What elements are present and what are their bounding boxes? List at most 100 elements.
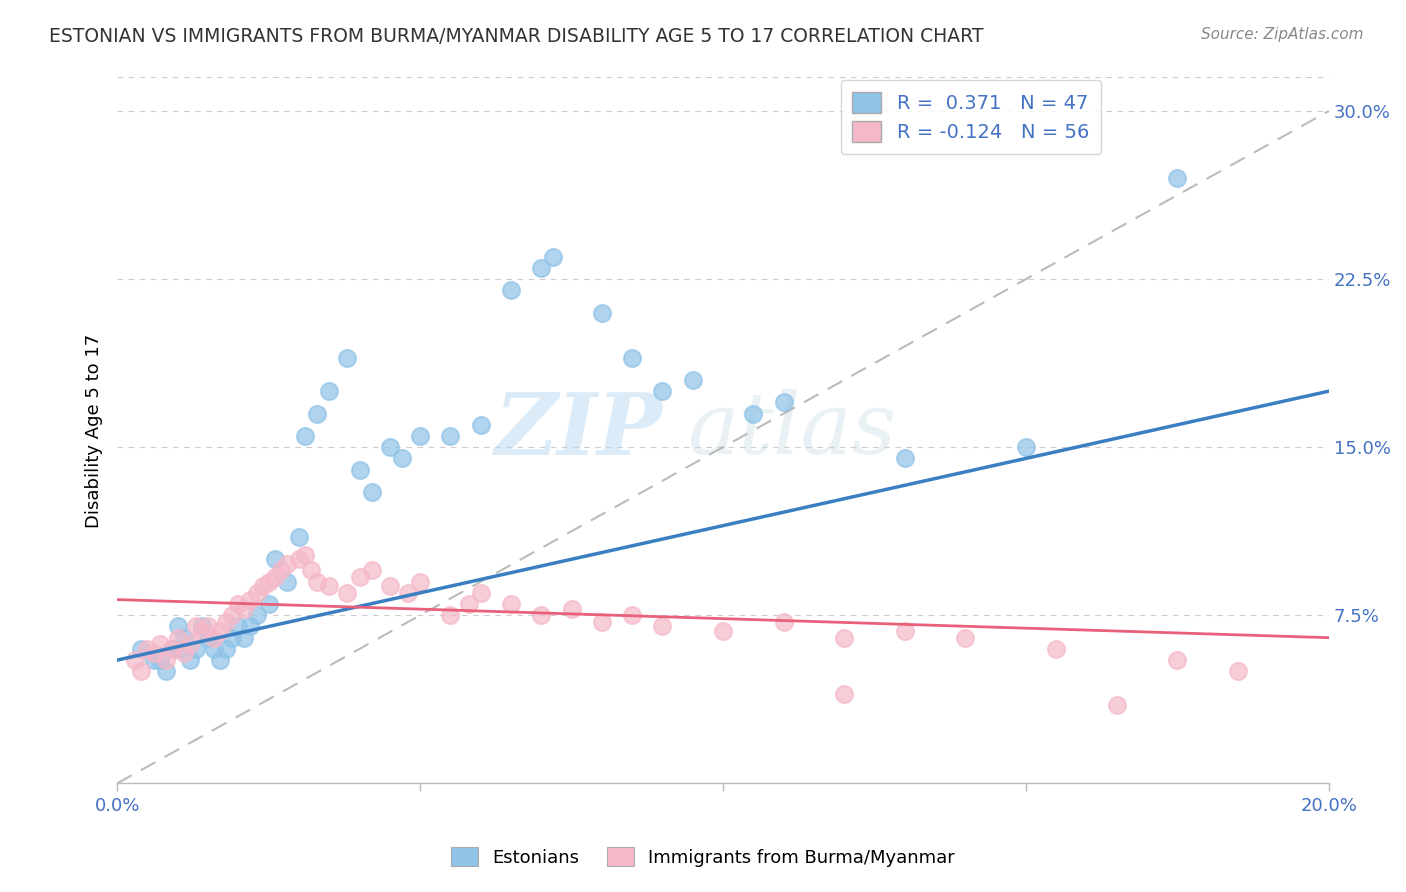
Point — [191, 619, 214, 633]
Point — [197, 631, 219, 645]
Point — [1226, 665, 1249, 679]
Point — [591, 615, 613, 629]
Point — [191, 624, 214, 638]
Point — [621, 608, 644, 623]
Legend: R =  0.371   N = 47, R = -0.124   N = 56: R = 0.371 N = 47, R = -0.124 N = 56 — [841, 80, 1101, 153]
Point — [360, 564, 382, 578]
Point — [470, 417, 492, 432]
Point — [409, 574, 432, 589]
Point — [184, 641, 207, 656]
Point — [318, 579, 340, 593]
Point — [166, 631, 188, 645]
Point — [179, 653, 201, 667]
Legend: Estonians, Immigrants from Burma/Myanmar: Estonians, Immigrants from Burma/Myanmar — [444, 840, 962, 874]
Text: ZIP: ZIP — [495, 389, 662, 472]
Point — [233, 631, 256, 645]
Point — [409, 429, 432, 443]
Point — [233, 601, 256, 615]
Point — [228, 597, 250, 611]
Point — [391, 451, 413, 466]
Point — [173, 646, 195, 660]
Text: atlas: atlas — [686, 389, 896, 472]
Point — [276, 574, 298, 589]
Point — [136, 641, 159, 656]
Point — [124, 653, 146, 667]
Point — [832, 687, 855, 701]
Point — [184, 619, 207, 633]
Point — [270, 564, 292, 578]
Point — [651, 619, 673, 633]
Point — [439, 608, 461, 623]
Point — [893, 624, 915, 638]
Point — [142, 646, 165, 660]
Point — [307, 407, 329, 421]
Point — [1166, 171, 1188, 186]
Point — [299, 564, 322, 578]
Point — [396, 586, 419, 600]
Point — [742, 407, 765, 421]
Point — [591, 306, 613, 320]
Point — [166, 641, 188, 656]
Point — [263, 552, 285, 566]
Point — [621, 351, 644, 365]
Point — [893, 451, 915, 466]
Point — [711, 624, 734, 638]
Point — [470, 586, 492, 600]
Point — [772, 395, 794, 409]
Point — [530, 608, 553, 623]
Point — [202, 641, 225, 656]
Point — [288, 530, 311, 544]
Point — [179, 637, 201, 651]
Point — [131, 665, 153, 679]
Point — [318, 384, 340, 399]
Point — [209, 653, 232, 667]
Point — [530, 260, 553, 275]
Point — [263, 570, 285, 584]
Point — [1045, 641, 1067, 656]
Point — [772, 615, 794, 629]
Point — [209, 624, 232, 638]
Point — [276, 557, 298, 571]
Point — [1105, 698, 1128, 712]
Point — [131, 641, 153, 656]
Point — [149, 637, 172, 651]
Point — [499, 597, 522, 611]
Point — [457, 597, 479, 611]
Y-axis label: Disability Age 5 to 17: Disability Age 5 to 17 — [86, 334, 103, 527]
Point — [832, 631, 855, 645]
Point — [682, 373, 704, 387]
Point — [1166, 653, 1188, 667]
Point — [155, 653, 177, 667]
Point — [155, 665, 177, 679]
Point — [439, 429, 461, 443]
Point — [1015, 440, 1038, 454]
Point — [197, 619, 219, 633]
Point — [543, 250, 565, 264]
Point — [294, 548, 316, 562]
Point — [360, 485, 382, 500]
Point — [149, 653, 172, 667]
Point — [651, 384, 673, 399]
Point — [245, 608, 267, 623]
Point — [955, 631, 977, 645]
Point — [307, 574, 329, 589]
Point — [221, 608, 243, 623]
Point — [215, 615, 238, 629]
Point — [160, 641, 183, 656]
Point — [257, 597, 280, 611]
Point — [378, 440, 401, 454]
Point — [166, 619, 188, 633]
Point — [142, 653, 165, 667]
Point — [336, 351, 359, 365]
Point — [257, 574, 280, 589]
Point — [349, 462, 371, 476]
Point — [288, 552, 311, 566]
Point — [239, 592, 262, 607]
Point — [215, 641, 238, 656]
Point — [294, 429, 316, 443]
Point — [349, 570, 371, 584]
Point — [228, 619, 250, 633]
Point — [336, 586, 359, 600]
Point — [378, 579, 401, 593]
Text: Source: ZipAtlas.com: Source: ZipAtlas.com — [1201, 27, 1364, 42]
